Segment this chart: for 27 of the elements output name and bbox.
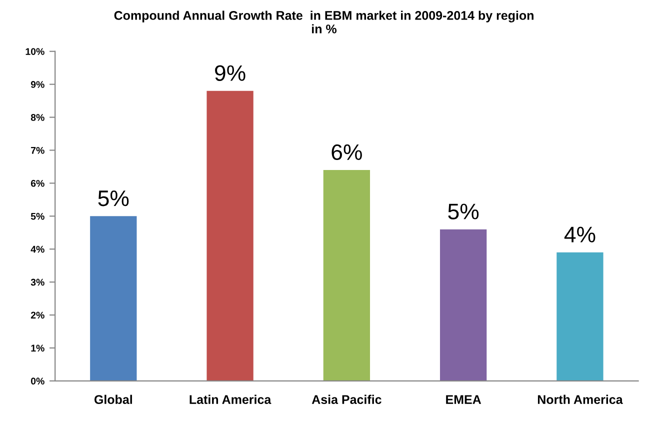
- y-tick-label: 1%: [31, 344, 44, 352]
- y-tick-label: 7%: [31, 146, 44, 154]
- y-tick-label: 10%: [26, 48, 44, 55]
- y-tick-label: 8%: [30, 114, 44, 121]
- x-tick-label: EMEA: [446, 395, 482, 404]
- y-tick-label: 4%: [30, 246, 44, 253]
- y-tick-label: 9%: [30, 81, 44, 88]
- x-tick-label: Global: [94, 394, 132, 404]
- y-tick-label: 2%: [30, 312, 44, 319]
- data-label: 9%: [215, 65, 246, 81]
- data-label: 5%: [98, 190, 129, 206]
- x-tick-label: Latin America: [190, 394, 272, 404]
- x-tick-label: North America: [538, 394, 623, 404]
- data-label: 5%: [448, 204, 479, 220]
- bar: [556, 252, 604, 381]
- chart-title: Compound Annual Growth Rate in EBM market in 2009-2014 by region in %: [114, 10, 534, 34]
- y-tick-label: 5%: [30, 212, 44, 220]
- bar: [440, 229, 487, 381]
- bar: [206, 90, 254, 381]
- data-label: 4%: [564, 226, 596, 242]
- bar: [90, 216, 137, 381]
- y-tick-label: 6%: [30, 180, 44, 187]
- data-label: 6%: [332, 144, 362, 160]
- y-tick-label: 0%: [30, 378, 44, 385]
- x-tick-label: Asia Pacific: [312, 394, 382, 404]
- y-tick-label: 3%: [30, 278, 44, 286]
- bar: [323, 170, 370, 381]
